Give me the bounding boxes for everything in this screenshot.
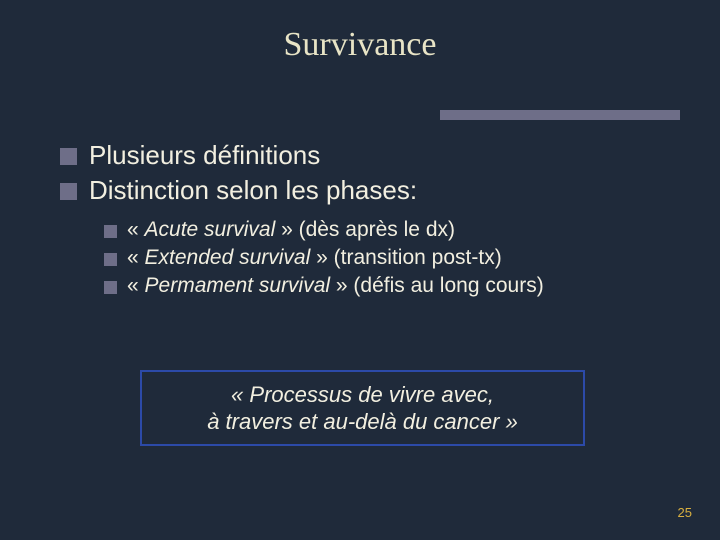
quote-box: « Processus de vivre avec, à travers et … [140,370,585,446]
square-bullet-icon [104,281,117,294]
sub-bullet-list: « Acute survival » (dès après le dx) « E… [104,218,670,298]
square-bullet-icon [104,225,117,238]
square-bullet-icon [60,148,77,165]
sub-prefix: « [127,274,145,297]
sub-bullet-item: « Acute survival » (dès après le dx) [104,218,670,242]
sub-em: Acute survival [145,218,276,241]
page-number: 25 [678,505,692,520]
sub-bullet-item: « Permament survival » (défis au long co… [104,274,670,298]
sub-prefix: « [127,218,145,241]
content-area: Plusieurs définitions Distinction selon … [60,140,670,302]
quote-text: « Processus de vivre avec, à travers et … [207,381,518,436]
sub-em: Extended survival [145,246,311,269]
sub-suffix: » (transition post-tx) [310,246,501,269]
quote-line: à travers et au-delà du cancer » [207,409,518,434]
bullet-text: Distinction selon les phases: [89,175,417,206]
square-bullet-icon [104,253,117,266]
bullet-text: Plusieurs définitions [89,140,320,171]
quote-line: « Processus de vivre avec, [231,382,494,407]
bullet-item: Distinction selon les phases: [60,175,670,206]
sub-bullet-text: « Acute survival » (dès après le dx) [127,218,455,242]
slide-title: Survivance [0,0,720,64]
sub-prefix: « [127,246,145,269]
sub-suffix: » (dès après le dx) [275,218,455,241]
bullet-item: Plusieurs définitions [60,140,670,171]
square-bullet-icon [60,183,77,200]
sub-bullet-text: « Extended survival » (transition post-t… [127,246,502,270]
slide: Survivance Plusieurs définitions Distinc… [0,0,720,540]
accent-bar [440,110,680,120]
sub-bullet-text: « Permament survival » (défis au long co… [127,274,544,298]
sub-bullet-item: « Extended survival » (transition post-t… [104,246,670,270]
sub-suffix: » (défis au long cours) [330,274,544,297]
sub-em: Permament survival [145,274,331,297]
